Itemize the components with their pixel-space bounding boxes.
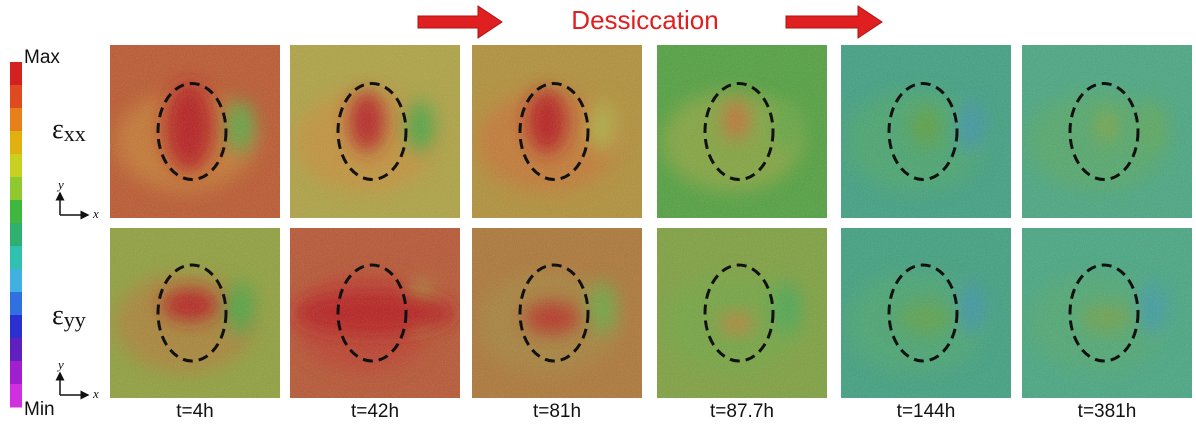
dashed-region — [336, 82, 408, 181]
panel-content — [110, 45, 280, 218]
strain-panel — [290, 228, 460, 398]
dashed-region — [887, 263, 959, 363]
strain-panel — [1022, 45, 1192, 218]
strain-panel — [110, 228, 280, 398]
colorbar-segment — [10, 246, 22, 270]
colorbar-segment — [10, 269, 22, 293]
speckle — [110, 228, 280, 398]
dashed-region — [336, 263, 408, 363]
colorbar-segment — [10, 338, 22, 362]
dashed-region — [518, 82, 590, 181]
strain-panel — [657, 45, 827, 218]
dashed-region — [703, 82, 775, 181]
speckle — [290, 45, 460, 218]
panel-content — [110, 228, 280, 398]
speckle — [841, 45, 1011, 218]
colorbar-segment — [10, 361, 22, 385]
panel-content — [657, 45, 827, 218]
strain-panel — [110, 45, 280, 218]
row-label: εxx — [52, 114, 86, 146]
dashed-region — [1068, 82, 1140, 181]
time-label: t=144h — [897, 401, 956, 422]
panel-content — [290, 228, 460, 398]
colorbar-segment — [10, 85, 22, 109]
row-label: εyy — [52, 300, 86, 332]
colorbar-segment — [10, 177, 22, 201]
panel-content — [472, 45, 642, 218]
time-label: t=81h — [533, 401, 581, 422]
colorbar-segment — [10, 315, 22, 339]
panel-content — [1022, 228, 1192, 398]
speckle — [472, 228, 642, 398]
strain-panel — [472, 45, 642, 218]
row-symbol: ε — [52, 114, 64, 145]
speckle — [841, 228, 1011, 398]
strain-panel — [657, 228, 827, 398]
colorbar-segment — [10, 62, 22, 86]
row-subscript: xx — [64, 121, 86, 146]
axis-label: y — [56, 357, 64, 372]
panel-content — [657, 228, 827, 398]
strain-panel — [472, 228, 642, 398]
title: Dessiccation — [571, 5, 718, 35]
colorbar — [10, 62, 22, 408]
colorbar-max: Max — [24, 47, 60, 68]
axis-label: x — [92, 206, 99, 221]
time-label: t=4h — [176, 401, 214, 422]
colorbar-segment — [10, 108, 22, 132]
dashed-region — [887, 82, 959, 181]
panel-content — [472, 228, 642, 398]
panel-content — [290, 45, 460, 218]
speckle — [1022, 228, 1192, 398]
colorbar-segment — [10, 223, 22, 247]
speckle — [110, 45, 280, 218]
colorbar-segment — [10, 154, 22, 178]
colorbar-min: Min — [24, 399, 55, 420]
strain-panel — [841, 228, 1011, 398]
colorbar-segment — [10, 292, 22, 316]
axis-label: y — [56, 177, 64, 192]
time-label: t=87.7h — [710, 401, 774, 422]
arrow — [417, 5, 883, 39]
axis-label: x — [92, 386, 99, 401]
strain-panel — [290, 45, 460, 218]
strain-panel — [1022, 228, 1192, 398]
dashed-region — [1068, 263, 1140, 363]
colorbar-segment — [10, 200, 22, 224]
panel-content — [841, 228, 1011, 398]
panel-content — [1022, 45, 1192, 218]
time-label: t=381h — [1078, 401, 1137, 422]
colorbar-segment — [10, 131, 22, 155]
row-subscript: yy — [64, 307, 86, 332]
speckle — [657, 45, 827, 218]
dashed-region — [156, 263, 228, 363]
panel-content — [841, 45, 1011, 218]
time-label: t=42h — [351, 401, 399, 422]
dashed-region — [156, 82, 228, 181]
row-symbol: ε — [52, 300, 64, 331]
speckle — [290, 228, 460, 398]
dashed-region — [518, 263, 590, 363]
speckle — [472, 45, 642, 218]
speckle — [1022, 45, 1192, 218]
colorbar-segment — [10, 384, 22, 408]
strain-panel — [841, 45, 1011, 218]
dashed-region — [703, 263, 775, 363]
speckle — [657, 228, 827, 398]
